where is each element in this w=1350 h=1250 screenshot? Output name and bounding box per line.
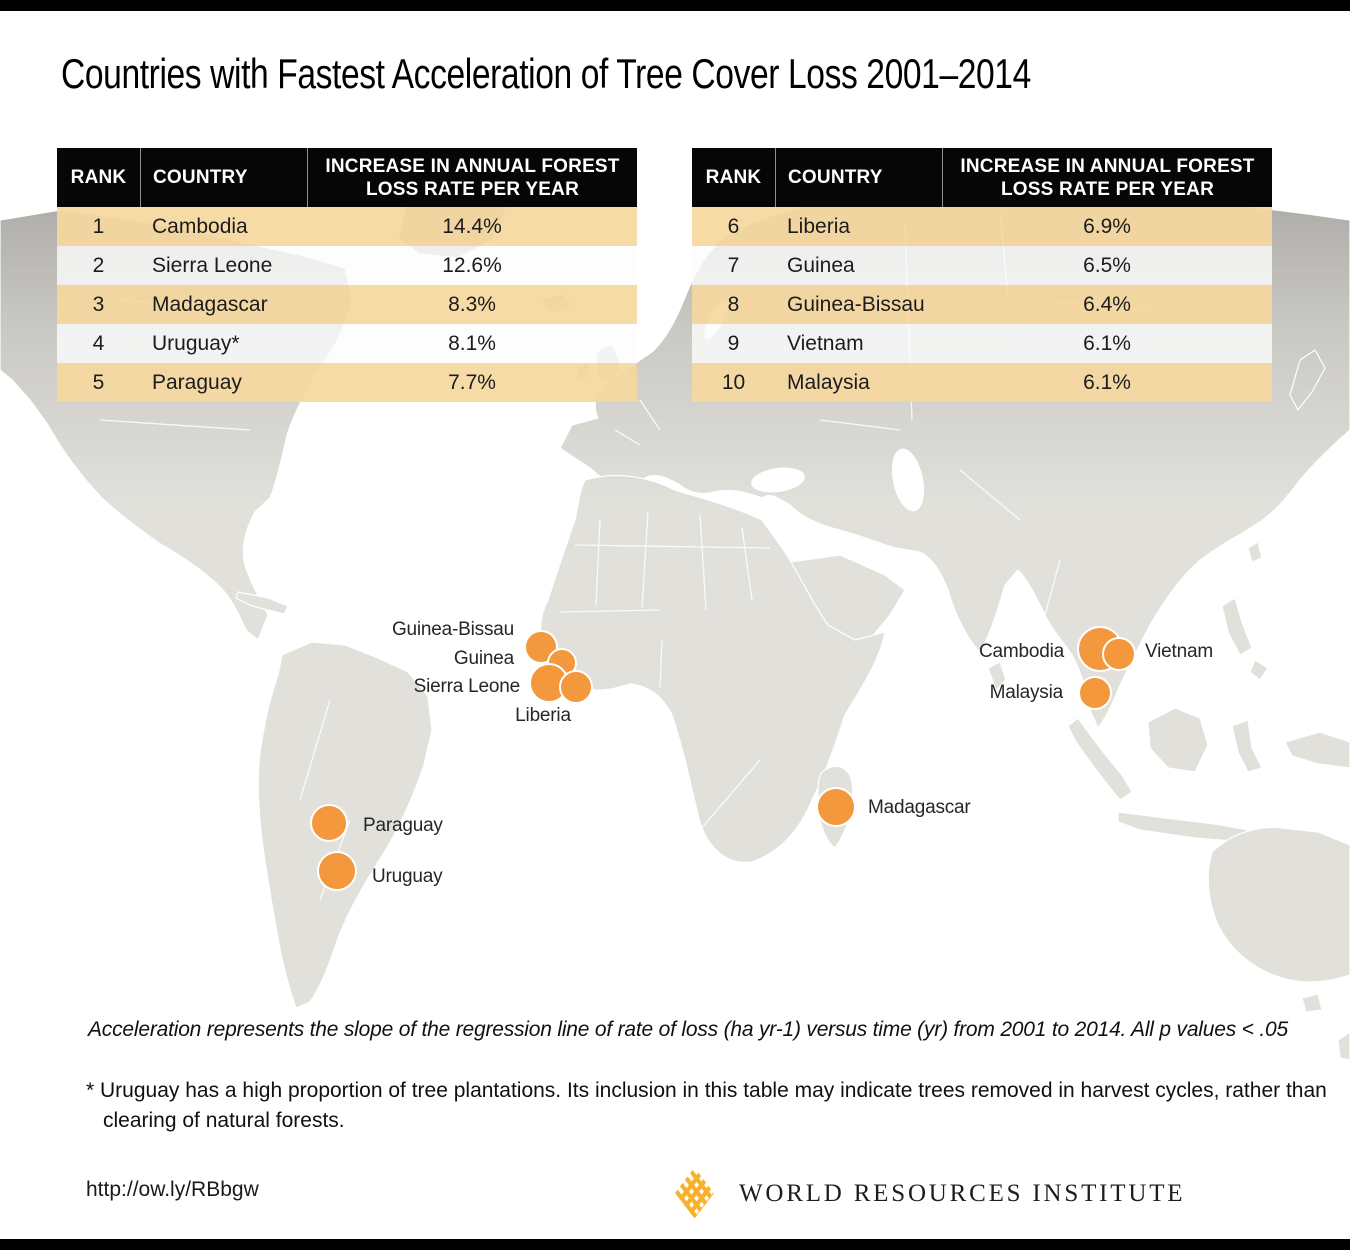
cell-country: Malaysia [787, 370, 870, 394]
cell-rank: 8 [727, 292, 740, 316]
top-border-bar [0, 0, 1350, 11]
cell-rank: 3 [92, 292, 105, 316]
column-header-rank: RANK [705, 166, 762, 188]
column-header-rank: RANK [70, 166, 127, 188]
cell-rank: 2 [92, 253, 105, 277]
country-marker-label: Malaysia [989, 682, 1064, 703]
country-marker-label: Vietnam [1145, 641, 1213, 662]
rank-table-right: RANK COUNTRY INCREASE IN ANNUAL FOREST LOS… [692, 148, 1272, 402]
country-marker-label: Paraguay [363, 815, 443, 836]
column-header-value: INCREASE IN ANNUAL FOREST LOSS RATE PER … [307, 148, 637, 207]
cell-rank: 1 [92, 214, 105, 238]
table-row: 8 Guinea-Bissau 6.4% [692, 285, 1272, 324]
cell-value: 6.1% [1083, 331, 1131, 355]
footnote-line1: * Uruguay has a high proportion of tree … [86, 1079, 1327, 1102]
country-marker-dot [1078, 676, 1112, 710]
cell-rank: 5 [92, 370, 105, 394]
cell-country: Vietnam [787, 331, 864, 355]
country-marker-label: Madagascar [868, 797, 971, 818]
cell-value: 6.9% [1083, 214, 1131, 238]
cell-rank: 7 [727, 253, 740, 277]
cell-rank: 4 [92, 331, 105, 355]
footnote-line2: clearing of natural forests. [103, 1109, 345, 1132]
table-header-row: RANK COUNTRY INCREASE IN ANNUAL FOREST LOS… [692, 148, 1272, 207]
bottom-border-bar [0, 1239, 1350, 1250]
column-header-country: COUNTRY [775, 148, 942, 207]
cell-country: Guinea-Bissau [787, 292, 925, 316]
country-marker-dot [816, 787, 856, 827]
cell-value: 8.3% [448, 292, 496, 316]
methodology-note: Acceleration represents the slope of the… [88, 1018, 1288, 1041]
table-row: 2 Sierra Leone 12.6% [57, 246, 637, 285]
country-marker-label: Uruguay [372, 866, 443, 887]
country-marker-dot [524, 630, 558, 664]
cell-country: Paraguay [152, 370, 242, 394]
cell-country: Liberia [787, 214, 851, 238]
table-header-row: RANK COUNTRY INCREASE IN ANNUAL FOREST LOS… [57, 148, 637, 207]
cell-value: 7.7% [448, 370, 496, 394]
country-marker-label: Liberia [515, 705, 571, 726]
cell-country: Uruguay* [152, 331, 240, 355]
cell-value: 8.1% [448, 331, 496, 355]
country-marker-label: Guinea-Bissau [391, 619, 514, 640]
page-title: Countries with Fastest Acceleration of T… [61, 50, 1031, 97]
country-marker-label: Sierra Leone [413, 676, 521, 697]
table-row: 6 Liberia 6.9% [692, 207, 1272, 246]
cell-value: 14.4% [442, 214, 502, 238]
table-row: 7 Guinea 6.5% [692, 246, 1272, 285]
table-row: 10 Malaysia 6.1% [692, 363, 1272, 402]
cell-rank: 9 [727, 331, 740, 355]
table-row: 1 Cambodia 14.4% [57, 207, 637, 246]
cell-rank: 10 [721, 370, 746, 394]
rank-table-left: RANK COUNTRY INCREASE IN ANNUAL FOREST LOS… [57, 148, 637, 402]
table-row: 9 Vietnam 6.1% [692, 324, 1272, 363]
country-marker-dot [317, 851, 357, 891]
table-row: 5 Paraguay 7.7% [57, 363, 637, 402]
cell-value: 6.1% [1083, 370, 1131, 394]
cell-country: Madagascar [152, 292, 268, 316]
country-marker-label: Cambodia [978, 641, 1064, 662]
column-header-value: INCREASE IN ANNUAL FOREST LOSS RATE PER … [942, 148, 1272, 207]
wri-wordmark: WORLD RESOURCES INSTITUTE [739, 1180, 1186, 1207]
table-row: 4 Uruguay* 8.1% [57, 324, 637, 363]
source-url[interactable]: http://ow.ly/RBbgw [86, 1178, 259, 1201]
cell-value: 12.6% [442, 253, 502, 277]
column-header-country: COUNTRY [140, 148, 307, 207]
table-row: 3 Madagascar 8.3% [57, 285, 637, 324]
wri-logo-icon [675, 1167, 714, 1219]
cell-country: Sierra Leone [152, 253, 273, 277]
country-marker-dot [559, 670, 593, 704]
uruguay-footnote: * Uruguay has a high proportion of tree … [86, 1076, 1327, 1136]
country-marker-dot [310, 804, 348, 842]
country-marker-label: Guinea [453, 648, 514, 669]
country-marker-dot [1102, 637, 1136, 671]
cell-country: Cambodia [152, 214, 248, 238]
cell-value: 6.4% [1083, 292, 1131, 316]
cell-value: 6.5% [1083, 253, 1131, 277]
cell-country: Guinea [787, 253, 855, 277]
cell-rank: 6 [727, 214, 740, 238]
